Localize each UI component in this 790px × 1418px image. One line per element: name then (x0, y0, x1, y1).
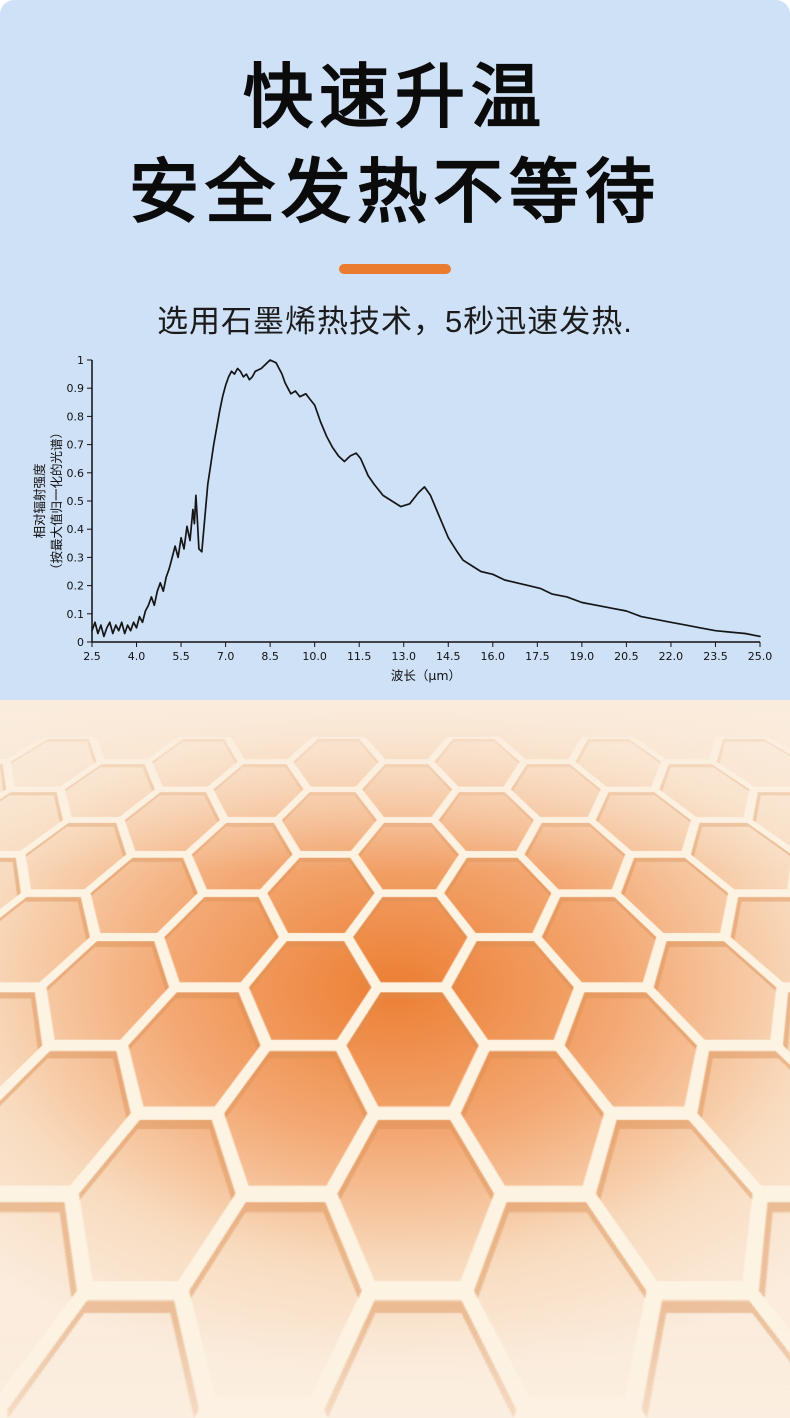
svg-text:1: 1 (77, 354, 84, 367)
svg-text:4.0: 4.0 (128, 650, 146, 663)
svg-text:13.0: 13.0 (391, 650, 416, 663)
svg-text:16.0: 16.0 (481, 650, 506, 663)
headline-line-2: 安全发热不等待 (129, 153, 661, 231)
svg-text:0.4: 0.4 (67, 523, 85, 536)
svg-text:0: 0 (77, 636, 84, 649)
svg-text:0.1: 0.1 (67, 608, 85, 621)
svg-text:0.5: 0.5 (67, 495, 85, 508)
svg-text:相对辐射强度: 相对辐射强度 (32, 463, 47, 539)
hero-section: 快速升温 安全发热不等待 选用石墨烯热技术，5秒迅速发热. 2.5 4.0 5.5 7… (0, 0, 790, 700)
spectrum-chart: 2.5 4.0 5.5 7.0 8.5 10.0 11.5 13.0 14.5 16.0 17.5 1… (0, 342, 790, 694)
svg-text:23.5: 23.5 (703, 650, 728, 663)
svg-text:波长（μm）: 波长（μm） (391, 668, 461, 683)
svg-text:14.5: 14.5 (436, 650, 461, 663)
spectrum-line-chart: 2.5 4.0 5.5 7.0 8.5 10.0 11.5 13.0 14.5 16.0 17.5 1… (32, 354, 773, 683)
subtitle-text: 选用石墨烯热技术，5秒迅速发热. (157, 304, 633, 339)
svg-text:22.0: 22.0 (659, 650, 684, 663)
accent-divider (339, 264, 451, 274)
svg-text:25.0: 25.0 (748, 650, 773, 663)
graphene-hexagon-grid (0, 737, 790, 1418)
svg-text:0.8: 0.8 (67, 410, 85, 423)
svg-text:0.6: 0.6 (67, 467, 85, 480)
svg-text:5.5: 5.5 (172, 650, 190, 663)
svg-text:0.9: 0.9 (67, 382, 85, 395)
graphene-mesh-render (0, 700, 790, 1418)
headline-line-1: 快速升温 (243, 58, 547, 136)
svg-text:0.7: 0.7 (67, 439, 85, 452)
svg-text:10.0: 10.0 (302, 650, 327, 663)
svg-text:（按最大值归一化的光谱）: （按最大值归一化的光谱） (49, 426, 64, 576)
svg-text:19.0: 19.0 (570, 650, 595, 663)
svg-text:8.5: 8.5 (261, 650, 279, 663)
svg-text:2.5: 2.5 (83, 650, 101, 663)
svg-text:0.3: 0.3 (67, 551, 85, 564)
svg-text:20.5: 20.5 (614, 650, 639, 663)
svg-text:17.5: 17.5 (525, 650, 550, 663)
svg-text:7.0: 7.0 (217, 650, 235, 663)
svg-text:0.2: 0.2 (67, 580, 85, 593)
svg-text:11.5: 11.5 (347, 650, 372, 663)
